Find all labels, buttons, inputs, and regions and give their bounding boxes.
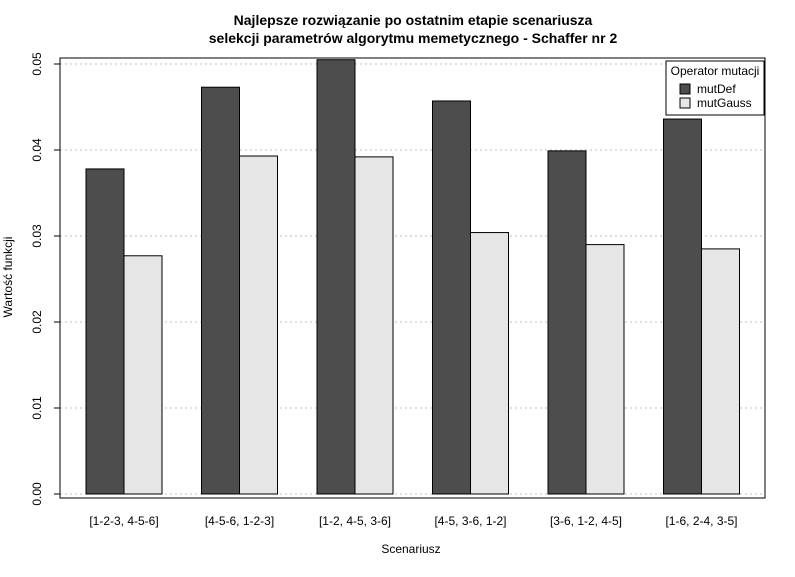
bar-mutDef-5 bbox=[663, 118, 702, 495]
bar-mutGauss-2 bbox=[354, 156, 394, 495]
plot-frame bbox=[59, 57, 766, 499]
x-tick-label: [1-2, 4-5, 3-6] bbox=[319, 514, 391, 528]
bars bbox=[85, 59, 740, 495]
x-tick-label: [4-5, 3-6, 1-2] bbox=[434, 514, 506, 528]
bar-mutGauss-0 bbox=[123, 255, 163, 495]
y-tick-label: 0.01 bbox=[30, 396, 44, 420]
y-tick-label: 0.03 bbox=[30, 224, 44, 248]
x-tick-label: [4-5-6, 1-2-3] bbox=[205, 514, 274, 528]
y-tick-label: 0.00 bbox=[30, 482, 44, 506]
y-axis: 0.00 0.01 0.02 0.03 0.04 0.05 bbox=[30, 52, 61, 506]
x-tick-label: [1-6, 2-4, 3-5] bbox=[665, 514, 737, 528]
x-tick-label: [3-6, 1-2, 4-5] bbox=[550, 514, 622, 528]
bar-mutDef-3 bbox=[432, 100, 471, 495]
bar-mutDef-2 bbox=[316, 59, 356, 495]
x-tick-label: [1-2-3, 4-5-6] bbox=[89, 514, 158, 528]
chart-subtitle: selekcji parametrów algorytmu memetyczne… bbox=[209, 30, 618, 46]
y-tick-label: 0.02 bbox=[30, 310, 44, 334]
bar-mutDef-0 bbox=[85, 168, 125, 495]
bar-mutGauss-4 bbox=[585, 244, 625, 495]
bar-mutGauss-5 bbox=[701, 248, 740, 495]
bar-mutDef-4 bbox=[547, 150, 587, 495]
legend-title: Operator mutacji bbox=[671, 64, 760, 78]
bar-mutGauss-1 bbox=[239, 155, 278, 495]
x-axis-title: Scenariusz bbox=[381, 542, 440, 556]
chart-title: Najlepsze rozwiązanie po ostatnim etapie… bbox=[234, 12, 593, 28]
grid-lines bbox=[60, 63, 765, 495]
bar-mutGauss-3 bbox=[470, 232, 509, 495]
y-tick-label: 0.04 bbox=[30, 138, 44, 162]
bar-mutDef-1 bbox=[201, 86, 240, 495]
y-axis-title: Wartość funkcji bbox=[1, 237, 15, 318]
legend-swatch-mutDef bbox=[679, 83, 691, 95]
legend-label-mutDef: mutDef bbox=[697, 82, 736, 96]
legend-swatch-mutGauss bbox=[679, 97, 691, 109]
x-axis-labels: [1-2-3, 4-5-6] [4-5-6, 1-2-3] [1-2, 4-5, 3… bbox=[89, 514, 737, 528]
legend-label-mutGauss: mutGauss bbox=[697, 96, 752, 110]
y-tick-label: 0.05 bbox=[30, 52, 44, 76]
